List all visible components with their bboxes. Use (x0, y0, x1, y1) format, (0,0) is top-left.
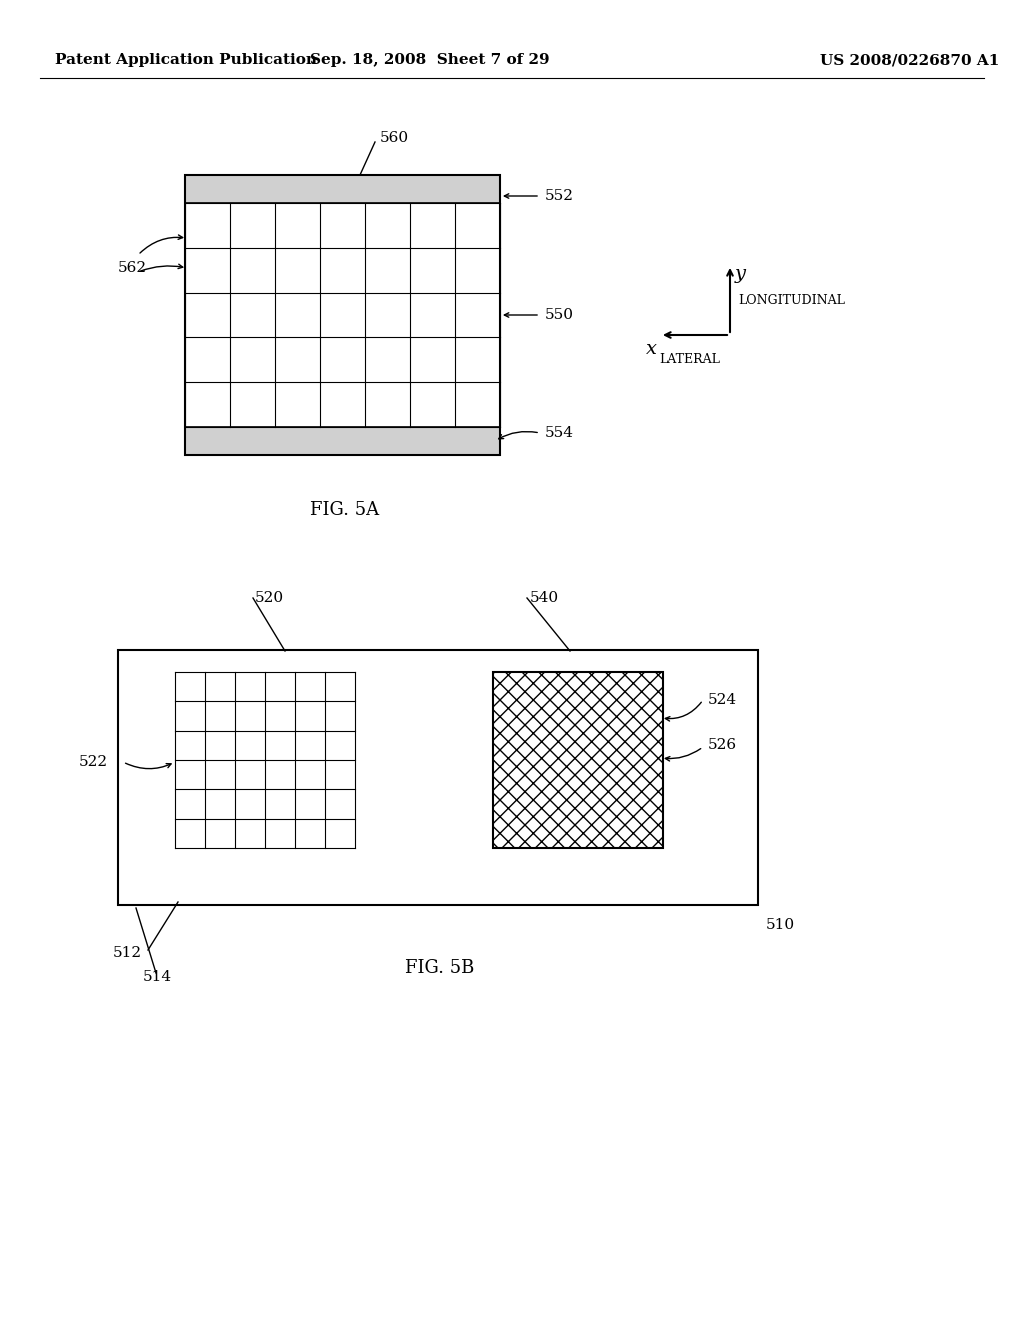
Bar (118, 649, 758, 906)
Text: 510: 510 (766, 917, 795, 932)
Text: 562: 562 (118, 261, 147, 275)
FancyArrowPatch shape (505, 194, 538, 198)
Text: Sep. 18, 2008  Sheet 7 of 29: Sep. 18, 2008 Sheet 7 of 29 (310, 53, 550, 67)
FancyBboxPatch shape (185, 426, 500, 455)
Text: 512: 512 (113, 946, 142, 960)
Text: 514: 514 (143, 970, 172, 983)
FancyBboxPatch shape (185, 176, 500, 203)
Bar (493, 672, 663, 847)
Text: Patent Application Publication: Patent Application Publication (55, 53, 317, 67)
FancyArrowPatch shape (666, 702, 701, 721)
Text: 560: 560 (380, 131, 410, 145)
Text: 552: 552 (545, 189, 574, 203)
FancyArrowPatch shape (499, 432, 538, 438)
FancyArrowPatch shape (126, 763, 171, 768)
Text: 540: 540 (530, 591, 559, 605)
Text: 550: 550 (545, 308, 574, 322)
Text: x: x (646, 341, 657, 358)
Bar (185, 176, 500, 455)
Text: FIG. 5B: FIG. 5B (406, 960, 475, 977)
Text: 524: 524 (708, 693, 737, 708)
Text: 554: 554 (545, 426, 574, 440)
FancyArrowPatch shape (140, 264, 182, 271)
FancyArrowPatch shape (505, 313, 538, 317)
Text: LONGITUDINAL: LONGITUDINAL (738, 293, 845, 306)
Text: 526: 526 (708, 738, 737, 752)
Text: US 2008/0226870 A1: US 2008/0226870 A1 (820, 53, 999, 67)
Text: y: y (735, 265, 746, 282)
Text: 522: 522 (79, 755, 108, 770)
Text: LATERAL: LATERAL (659, 352, 721, 366)
FancyArrowPatch shape (140, 235, 182, 253)
Text: 520: 520 (255, 591, 284, 605)
FancyArrowPatch shape (666, 748, 700, 762)
Text: FIG. 5A: FIG. 5A (310, 502, 380, 519)
